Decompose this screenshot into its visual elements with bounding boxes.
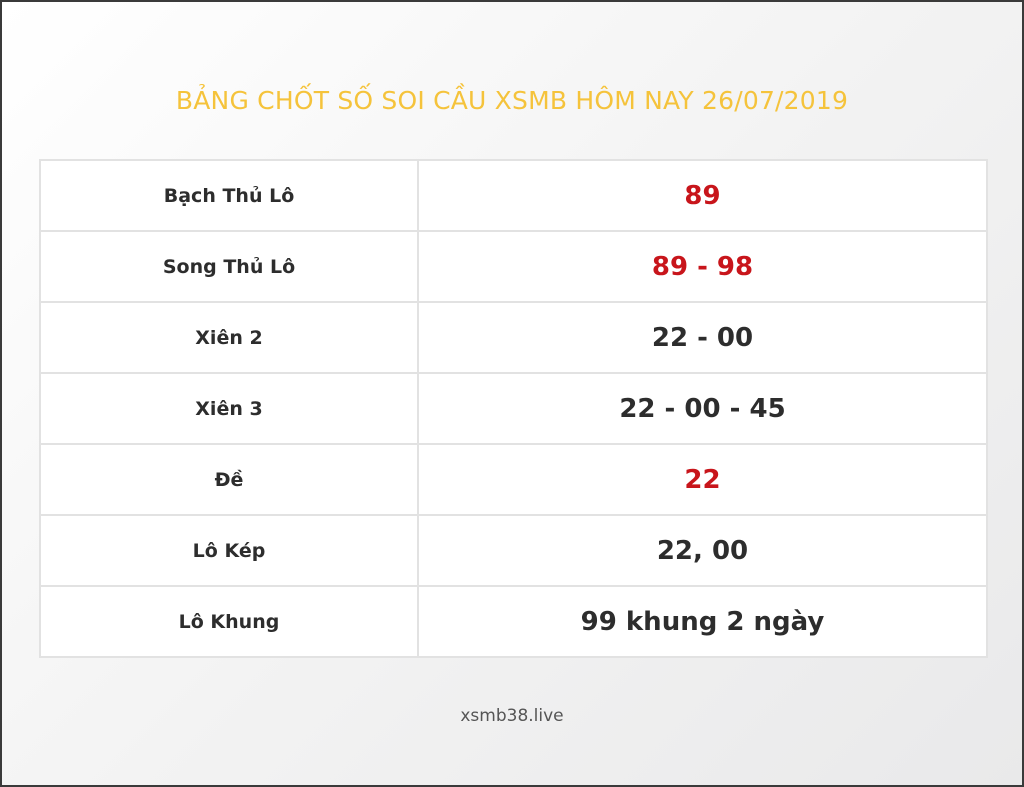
row-label: Đề [39, 443, 419, 516]
page-title: BẢNG CHỐT SỐ SOI CẦU XSMB HÔM NAY 26/07/… [175, 86, 849, 115]
table-row: Lô Kép 22, 00 [39, 514, 988, 587]
site-watermark: xsmb38.live [460, 706, 564, 726]
table-row: Xiên 3 22 - 00 - 45 [39, 372, 988, 445]
table-row: Xiên 2 22 - 00 [39, 301, 988, 374]
table-row: Bạch Thủ Lô 89 [39, 159, 988, 232]
table-row: Song Thủ Lô 89 - 98 [39, 230, 988, 303]
row-value: 22 [417, 443, 988, 516]
row-value: 22 - 00 - 45 [417, 372, 988, 445]
row-label: Xiên 2 [39, 301, 419, 374]
table-row: Lô Khung 99 khung 2 ngày [39, 585, 988, 658]
row-value: 89 [417, 159, 988, 232]
table-row: Đề 22 [39, 443, 988, 516]
row-label: Bạch Thủ Lô [39, 159, 419, 232]
row-label: Xiên 3 [39, 372, 419, 445]
row-label: Song Thủ Lô [39, 230, 419, 303]
row-value: 89 - 98 [417, 230, 988, 303]
row-value: 22 - 00 [417, 301, 988, 374]
row-label: Lô Khung [39, 585, 419, 658]
row-value: 99 khung 2 ngày [417, 585, 988, 658]
prediction-table: Bạch Thủ Lô 89 Song Thủ Lô 89 - 98 Xiên 2 22 … [39, 159, 988, 658]
row-value: 22, 00 [417, 514, 988, 587]
row-label: Lô Kép [39, 514, 419, 587]
